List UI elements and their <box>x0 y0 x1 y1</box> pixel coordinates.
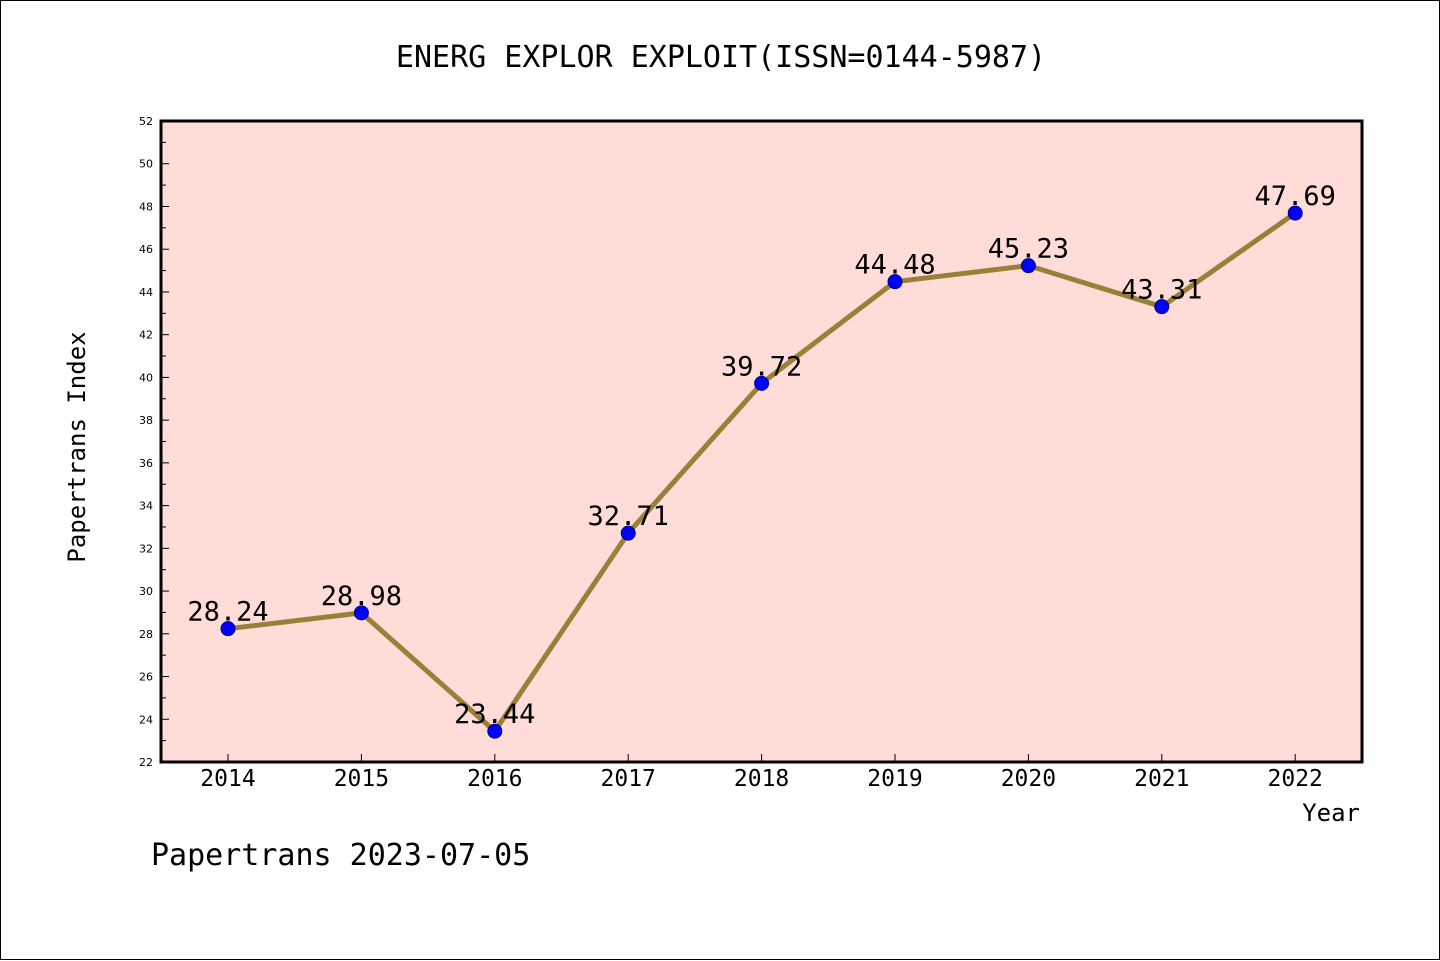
y-axis: 22 24 26 28 30 32 34 36 38 40 42 44 46 48 50 52 <box>139 115 169 769</box>
y-tick-label: 32 <box>139 542 153 555</box>
y-tick-label: 38 <box>139 414 153 427</box>
data-label: 47.69 <box>1255 181 1336 212</box>
data-label: 44.48 <box>854 250 935 281</box>
data-point <box>220 621 236 637</box>
x-tick-label: 2021 <box>1134 766 1189 792</box>
x-tick-label: 2022 <box>1268 766 1323 792</box>
y-tick-label: 24 <box>139 713 153 726</box>
data-point <box>1287 205 1303 221</box>
data-label: 32.71 <box>588 501 669 532</box>
y-tick-label: 44 <box>139 286 153 299</box>
x-tick-label: 2015 <box>334 766 389 792</box>
y-tick-label: 48 <box>139 200 153 213</box>
chart-title: ENERG EXPLOR EXPLOIT(ISSN=0144-5987) <box>396 40 1046 75</box>
y-tick-label: 22 <box>139 756 153 769</box>
y-tick-label: 42 <box>139 329 153 342</box>
data-points <box>220 205 1303 739</box>
y-tick-label: 40 <box>139 371 153 384</box>
data-point <box>887 274 903 290</box>
y-tick-label: 46 <box>139 243 153 256</box>
data-point <box>353 605 369 621</box>
y-tick-label: 26 <box>139 671 153 684</box>
x-tick-label: 2018 <box>734 766 789 792</box>
data-label: 28.24 <box>187 597 268 628</box>
data-label: 43.31 <box>1121 275 1202 306</box>
x-axis-label: Year <box>1302 799 1360 827</box>
data-label: 39.72 <box>721 351 802 382</box>
data-point <box>1154 299 1170 315</box>
data-label: 28.98 <box>321 581 402 612</box>
footer-text: Papertrans 2023-07-05 <box>151 838 530 873</box>
x-tick-label: 2019 <box>867 766 922 792</box>
x-tick-label: 2016 <box>467 766 522 792</box>
y-tick-label: 30 <box>139 585 153 598</box>
data-point <box>620 525 636 541</box>
data-point <box>1020 258 1036 274</box>
x-axis: 2014 2015 2016 2017 2018 2019 2020 2021 2022 <box>200 754 1323 792</box>
data-label: 23.44 <box>454 699 535 730</box>
x-tick-label: 2020 <box>1001 766 1056 792</box>
plot-area <box>159 119 1364 764</box>
x-tick-label: 2014 <box>200 766 255 792</box>
y-tick-label: 28 <box>139 628 153 641</box>
data-point <box>754 375 770 391</box>
data-point <box>487 723 503 739</box>
y-axis-label: Papertrans Index <box>63 331 91 562</box>
y-tick-label: 52 <box>139 115 153 128</box>
data-labels: 28.24 28.98 23.44 32.71 39.72 44.48 45.23 43.31… <box>187 181 1335 730</box>
data-label: 45.23 <box>988 234 1069 265</box>
y-tick-label: 34 <box>139 500 153 513</box>
x-tick-label: 2017 <box>601 766 656 792</box>
y-tick-label: 36 <box>139 457 153 470</box>
y-tick-label: 50 <box>139 158 153 171</box>
